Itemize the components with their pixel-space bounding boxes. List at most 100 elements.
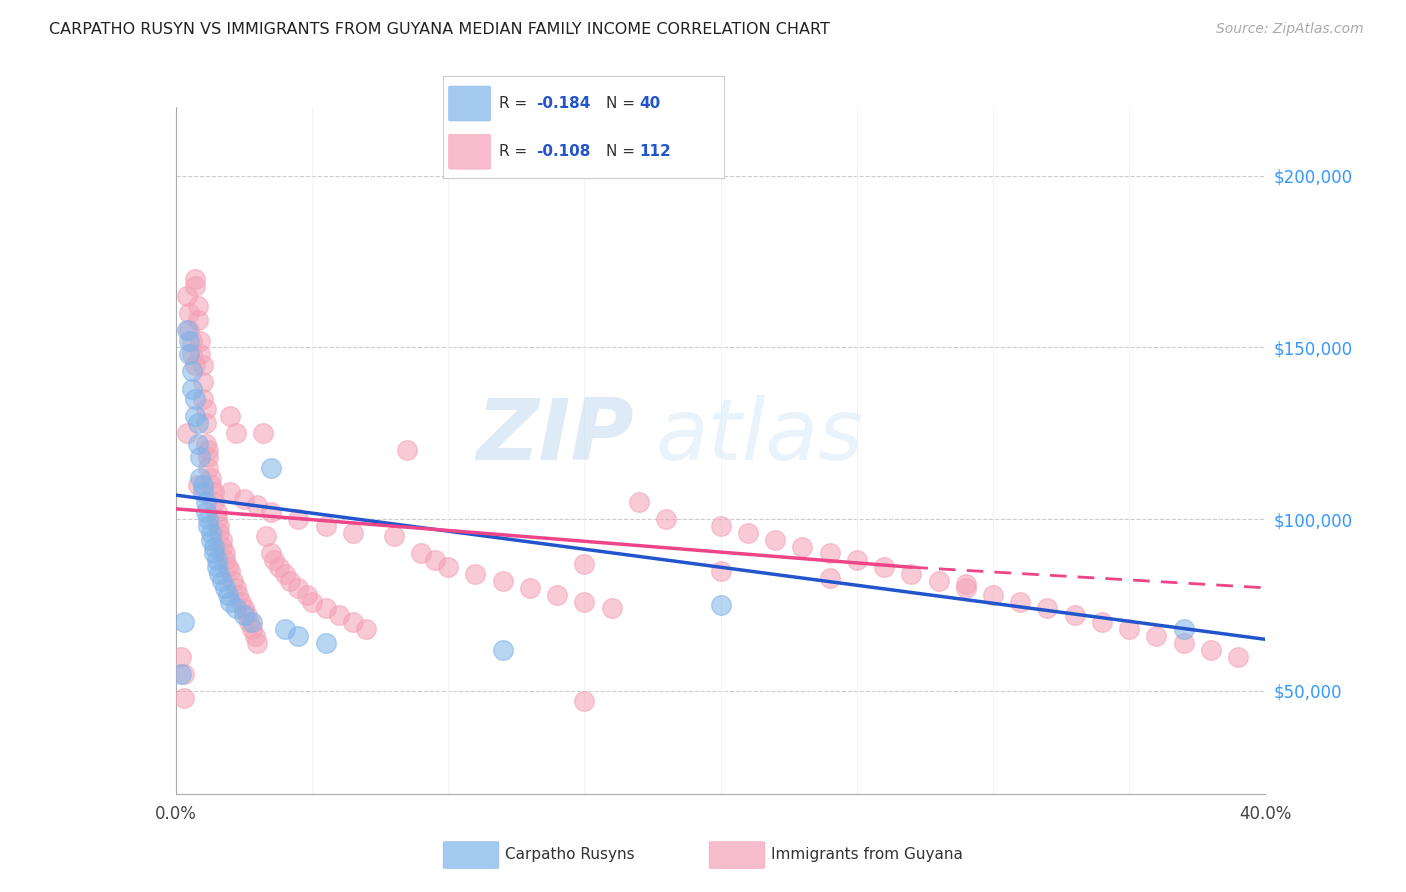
Point — [173, 666, 195, 681]
Point — [274, 567, 297, 582]
Point — [219, 484, 242, 499]
Point — [184, 358, 207, 372]
Point — [396, 443, 419, 458]
Point — [181, 382, 204, 396]
Point — [197, 450, 219, 465]
Point — [208, 525, 231, 540]
Point — [1010, 594, 1032, 608]
Point — [269, 560, 291, 574]
Point — [574, 594, 596, 608]
Text: 40: 40 — [640, 96, 661, 111]
Point — [194, 402, 217, 417]
Point — [179, 323, 201, 337]
Point — [409, 546, 432, 561]
FancyBboxPatch shape — [709, 842, 765, 869]
Point — [546, 588, 568, 602]
Text: R =: R = — [499, 145, 533, 160]
Point — [225, 426, 247, 441]
Point — [955, 581, 977, 595]
Point — [186, 436, 209, 450]
Point — [873, 560, 896, 574]
Point — [627, 495, 650, 509]
Point — [191, 484, 214, 499]
Point — [188, 471, 211, 485]
Point — [274, 622, 297, 636]
Point — [710, 519, 733, 533]
Point — [205, 505, 228, 519]
Point — [200, 533, 222, 547]
Point — [211, 574, 233, 588]
Point — [214, 553, 236, 567]
Point — [181, 347, 204, 361]
Point — [179, 334, 201, 348]
Point — [382, 529, 405, 543]
Point — [464, 567, 486, 582]
Point — [243, 629, 266, 643]
Point — [197, 519, 219, 533]
Point — [260, 460, 283, 475]
Point — [252, 426, 274, 441]
Point — [214, 546, 236, 561]
Point — [214, 581, 236, 595]
Point — [1063, 608, 1085, 623]
Point — [232, 491, 254, 506]
Point — [197, 512, 219, 526]
Point — [173, 615, 195, 630]
Point — [240, 615, 263, 630]
Point — [1199, 642, 1222, 657]
Text: Carpatho Rusyns: Carpatho Rusyns — [505, 847, 634, 862]
Point — [222, 574, 245, 588]
Point — [1227, 649, 1250, 664]
Point — [574, 694, 596, 708]
Point — [232, 601, 254, 615]
Point — [205, 553, 228, 567]
FancyBboxPatch shape — [449, 135, 491, 169]
Point — [246, 499, 269, 513]
Point — [188, 334, 211, 348]
Point — [342, 615, 364, 630]
Point — [208, 567, 231, 582]
Point — [181, 334, 204, 348]
Point — [1091, 615, 1114, 630]
Point — [184, 271, 207, 285]
Point — [955, 577, 977, 591]
Point — [1173, 622, 1195, 636]
Point — [900, 567, 922, 582]
Point — [287, 512, 309, 526]
Text: -0.108: -0.108 — [536, 145, 591, 160]
Point — [315, 601, 337, 615]
Point — [600, 601, 623, 615]
Text: atlas: atlas — [655, 395, 863, 478]
Point — [176, 426, 198, 441]
Text: N =: N = — [606, 145, 640, 160]
Point — [342, 525, 364, 540]
Point — [186, 313, 209, 327]
Point — [225, 601, 247, 615]
Text: N =: N = — [606, 96, 640, 111]
Point — [205, 560, 228, 574]
Point — [818, 570, 841, 584]
Point — [254, 529, 277, 543]
Text: ZIP: ZIP — [475, 395, 633, 478]
Point — [186, 299, 209, 313]
Point — [205, 512, 228, 526]
Point — [263, 553, 285, 567]
Point — [200, 525, 222, 540]
Point — [981, 588, 1004, 602]
Point — [238, 615, 260, 630]
Point — [492, 642, 515, 657]
Point — [763, 533, 786, 547]
Point — [217, 560, 239, 574]
Point — [1144, 629, 1167, 643]
Point — [202, 484, 225, 499]
Point — [246, 636, 269, 650]
Text: R =: R = — [499, 96, 533, 111]
Point — [194, 416, 217, 430]
Point — [301, 594, 323, 608]
Point — [191, 375, 214, 389]
Point — [792, 540, 814, 554]
Point — [231, 594, 253, 608]
FancyBboxPatch shape — [449, 87, 491, 121]
Point — [211, 540, 233, 554]
Point — [710, 564, 733, 578]
